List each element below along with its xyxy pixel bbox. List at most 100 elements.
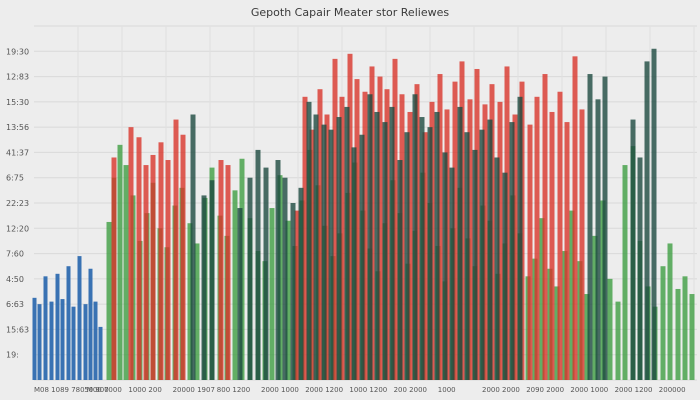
x-tick-label: 2000 1000	[570, 386, 608, 394]
bar	[382, 122, 388, 380]
bar	[512, 114, 518, 380]
bar	[98, 326, 103, 380]
x-tick-label: 2000 2000	[482, 386, 520, 394]
bar	[442, 152, 448, 380]
bar	[37, 304, 42, 380]
bar	[549, 111, 555, 380]
bar	[389, 106, 395, 381]
bar	[494, 157, 500, 380]
y-tick-label: 6:63	[6, 300, 24, 309]
bar	[313, 114, 319, 380]
y-tick-label: 13:56	[6, 123, 29, 132]
bar	[55, 273, 60, 380]
bar	[607, 278, 613, 380]
bar	[83, 304, 88, 380]
bar	[407, 111, 413, 380]
bar	[269, 208, 275, 380]
bar	[232, 190, 238, 380]
bar	[542, 74, 548, 381]
bar	[362, 91, 368, 380]
bar	[354, 79, 360, 380]
bar	[615, 301, 621, 380]
bar	[49, 301, 54, 380]
bar	[77, 256, 82, 380]
bar	[136, 137, 142, 380]
bar	[332, 58, 338, 380]
bar	[367, 94, 373, 381]
bar	[427, 127, 433, 381]
bar	[194, 243, 200, 380]
bar	[404, 132, 410, 380]
bar	[285, 220, 291, 380]
bar	[502, 172, 508, 380]
bar	[339, 96, 345, 381]
bar	[449, 167, 455, 380]
bars	[32, 48, 695, 381]
bar	[392, 58, 398, 380]
bar	[479, 129, 485, 380]
bar	[336, 117, 342, 381]
bar	[472, 149, 478, 380]
y-tick-label: 12:83	[6, 73, 29, 82]
x-tick-label: 2000 1200	[305, 386, 343, 394]
bar	[88, 268, 93, 380]
bar	[128, 127, 134, 381]
bar	[517, 96, 523, 381]
y-tick-label: 4:50	[6, 275, 24, 284]
bar	[150, 154, 156, 380]
y-axis-ticks: 19: 15:63 6:63 4:50 7:60 12:20 22:23 6:75 41:37 1…	[6, 47, 29, 359]
bar	[467, 99, 473, 380]
bar	[584, 294, 590, 380]
bar	[309, 129, 315, 380]
bar	[173, 119, 179, 381]
bar	[412, 94, 418, 381]
bar	[539, 218, 545, 380]
bar	[487, 119, 493, 381]
bar	[344, 106, 350, 381]
bar	[497, 101, 503, 380]
bar	[165, 160, 171, 380]
bar	[569, 210, 575, 380]
x-tick-label: 50 900	[84, 386, 109, 394]
bar	[209, 180, 215, 380]
bar	[377, 76, 383, 381]
bar	[557, 91, 563, 380]
bar	[534, 96, 540, 381]
bar	[187, 223, 193, 380]
bar	[123, 165, 129, 380]
bar	[282, 177, 288, 380]
bar	[324, 114, 330, 380]
x-tick-label: 1000	[438, 386, 456, 394]
x-tick-label: 2090 2000	[526, 386, 564, 394]
bar	[457, 106, 463, 381]
bar	[158, 142, 164, 380]
y-tick-label: 22:23	[6, 199, 29, 208]
bar	[180, 134, 186, 380]
bar	[437, 74, 443, 381]
y-tick-label: 6:75	[6, 174, 24, 183]
bar	[419, 117, 425, 381]
bar	[347, 53, 353, 381]
y-tick-label: 15:63	[6, 325, 29, 334]
bar	[290, 203, 296, 380]
y-tick-label: 19:	[6, 351, 19, 360]
bar	[32, 297, 37, 380]
bar	[675, 288, 681, 380]
x-tick-label: M08 1089 780 M00 7000	[34, 386, 122, 394]
bar	[689, 294, 695, 380]
y-tick-label: 15:30	[6, 98, 29, 107]
bar	[660, 266, 666, 380]
y-tick-label: 19:30	[6, 47, 29, 56]
bar	[263, 167, 269, 380]
bar	[637, 157, 643, 380]
bar	[106, 221, 112, 380]
bar	[43, 276, 48, 380]
x-tick-label: 200 2000	[394, 386, 427, 394]
bar	[60, 299, 65, 380]
bar	[527, 124, 533, 380]
x-tick-label: 2000 1000	[261, 386, 299, 394]
bar	[201, 195, 207, 380]
bar	[255, 149, 261, 380]
